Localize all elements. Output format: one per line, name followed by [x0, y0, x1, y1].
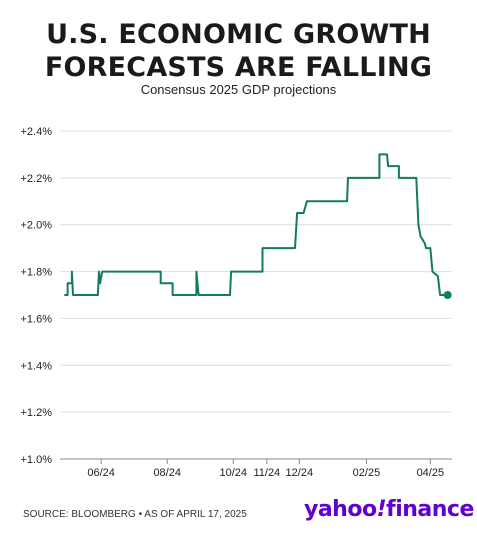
end-point-marker	[443, 291, 452, 299]
logo-finance: finance	[386, 497, 474, 522]
x-tick-label: 10/24	[219, 467, 247, 479]
y-tick-label: +2.0%	[21, 220, 53, 232]
y-axis-labels: +1.0% +1.2% +1.4% +1.6% +1.8% +2.0% +2.2% +2.4%	[21, 126, 53, 466]
x-tick-label: 02/25	[353, 467, 381, 479]
chart-subtitle: Consensus 2025 GDP projections	[140, 82, 337, 97]
series-line	[64, 153, 448, 296]
x-tick-label: 12/24	[286, 467, 314, 479]
y-tick-label: +2.2%	[21, 173, 53, 185]
gdp-line-chart: +1.0% +1.2% +1.4% +1.6% +1.8% +2.0% +2.2% +2.4%…	[21, 126, 452, 479]
series-layer	[64, 153, 452, 299]
x-tick-label: 06/24	[87, 467, 115, 479]
gridlines	[60, 130, 452, 460]
logo-bang: !	[376, 497, 387, 522]
x-tick-label: 08/24	[153, 467, 181, 479]
source-note: SOURCE: BLOOMBERG • AS OF APRIL 17, 2025	[23, 509, 247, 520]
chart-title: U.S. ECONOMIC GROWTH FORECASTS ARE FALLI…	[0, 18, 477, 84]
title-line-2: FORECASTS ARE FALLING	[44, 52, 433, 83]
y-tick-label: +1.4%	[21, 360, 53, 372]
x-axis-labels: 06/24 08/24 10/24 11/24 12/24 02/25 04/25	[87, 459, 444, 479]
y-tick-label: +1.6%	[21, 313, 53, 325]
yahoo-finance-logo: yahoo!finance	[304, 497, 474, 522]
y-tick-label: +1.0%	[21, 454, 53, 466]
x-tick-label: 04/25	[417, 467, 445, 479]
y-tick-label: +2.4%	[21, 126, 53, 138]
y-tick-label: +1.2%	[21, 407, 53, 419]
y-tick-label: +1.8%	[21, 267, 53, 279]
logo-yahoo: yahoo	[304, 497, 377, 522]
x-tick-label: 11/24	[253, 467, 280, 479]
title-line-1: U.S. ECONOMIC GROWTH	[46, 19, 431, 50]
